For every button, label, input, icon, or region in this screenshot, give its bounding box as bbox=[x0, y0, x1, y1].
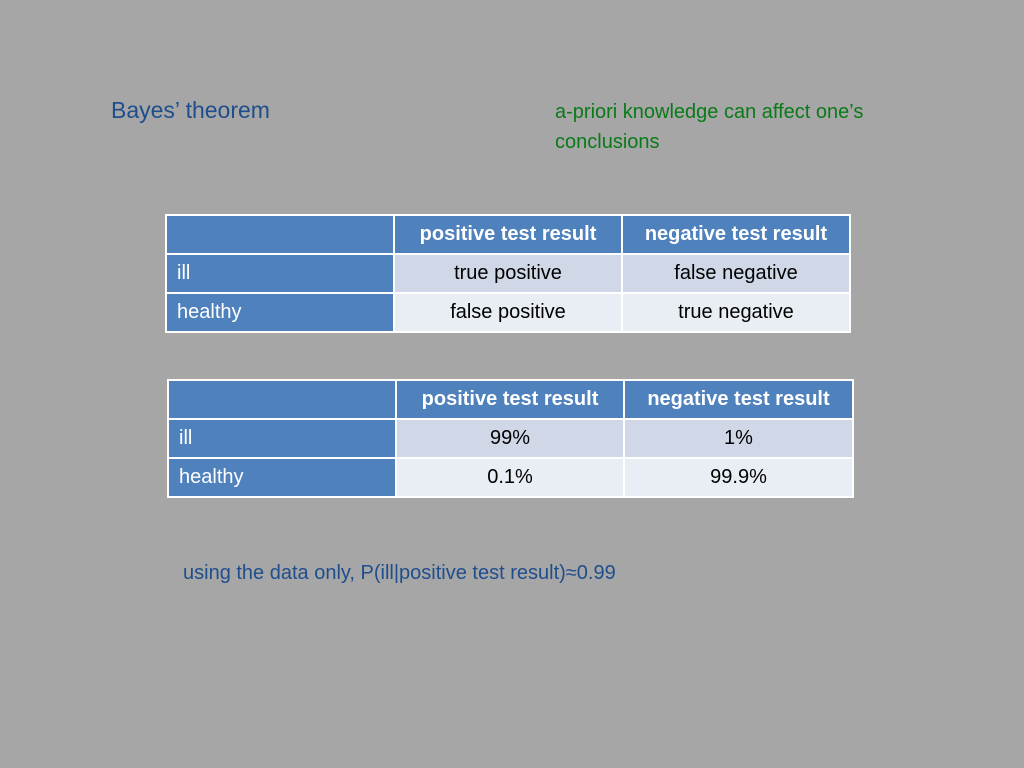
table-row: ill 99% 1% bbox=[167, 418, 854, 459]
table-row: healthy false positive true negative bbox=[165, 292, 851, 333]
corner-cell bbox=[165, 214, 395, 255]
table-cell: false positive bbox=[393, 292, 623, 333]
column-header-negative: negative test result bbox=[623, 379, 854, 420]
outcome-types-table: positive test result negative test resul… bbox=[165, 214, 851, 333]
row-header-healthy: healthy bbox=[167, 457, 397, 498]
table-cell: false negative bbox=[621, 253, 851, 294]
table-cell: 0.1% bbox=[395, 457, 625, 498]
table-row: ill true positive false negative bbox=[165, 253, 851, 294]
slide-title: Bayes’ theorem bbox=[111, 97, 270, 123]
table-header-row: positive test result negative test resul… bbox=[167, 379, 854, 420]
conclusion-text: using the data only, P(ill|positive test… bbox=[183, 562, 616, 584]
probabilities-table: positive test result negative test resul… bbox=[167, 379, 854, 498]
table-cell: true positive bbox=[393, 253, 623, 294]
table-cell: 99% bbox=[395, 418, 625, 459]
table-cell: 1% bbox=[623, 418, 854, 459]
table-cell: true negative bbox=[621, 292, 851, 333]
side-note: a-priori knowledge can affect one’s conc… bbox=[555, 101, 864, 153]
row-header-ill: ill bbox=[167, 418, 397, 459]
table-cell: 99.9% bbox=[623, 457, 854, 498]
table-row: healthy 0.1% 99.9% bbox=[167, 457, 854, 498]
row-header-healthy: healthy bbox=[165, 292, 395, 333]
row-header-ill: ill bbox=[165, 253, 395, 294]
column-header-negative: negative test result bbox=[621, 214, 851, 255]
corner-cell bbox=[167, 379, 397, 420]
column-header-positive: positive test result bbox=[393, 214, 623, 255]
column-header-positive: positive test result bbox=[395, 379, 625, 420]
table-header-row: positive test result negative test resul… bbox=[165, 214, 851, 255]
